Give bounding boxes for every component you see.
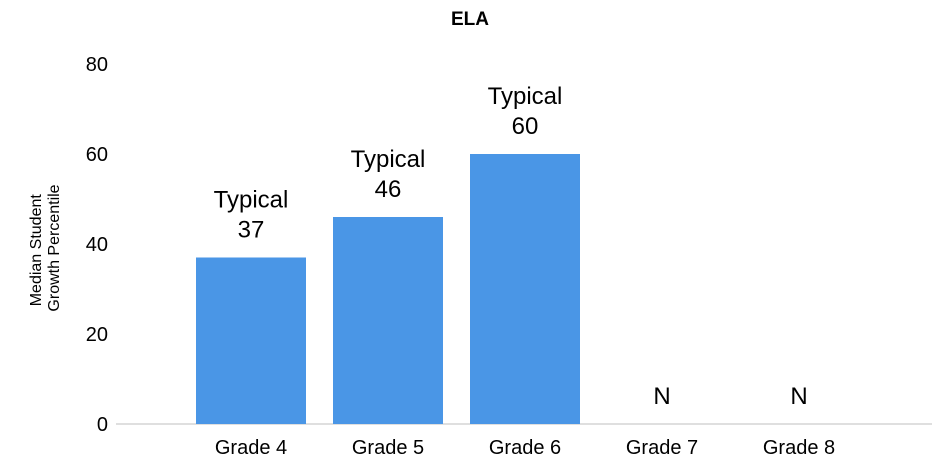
data-label-1-0: Typical	[351, 146, 426, 173]
data-label-4-0: N	[790, 383, 807, 410]
chart-title: ELA	[451, 9, 489, 30]
bar-labels: Typical 37 Typical 46 Typical 60 N N	[214, 83, 808, 410]
bar-grade-4	[196, 257, 306, 424]
data-label-0-1: 37	[238, 217, 265, 244]
y-axis-label-line-1: Median Student	[28, 194, 45, 307]
y-tick-label-1: 20	[86, 324, 108, 346]
y-ticks: 0 20 40 60 80	[86, 54, 108, 436]
data-label-1-1: 46	[375, 176, 402, 203]
x-tick-label-4: Grade 8	[763, 437, 835, 459]
bar-grade-5	[333, 217, 443, 424]
y-tick-label-4: 80	[86, 54, 108, 76]
y-tick-label-3: 60	[86, 144, 108, 166]
bars	[196, 154, 580, 424]
bar-grade-6	[470, 154, 580, 424]
y-tick-label-0: 0	[97, 414, 108, 436]
x-ticks: Grade 4 Grade 5 Grade 6 Grade 7 Grade 8	[215, 437, 835, 459]
data-label-2-1: 60	[512, 113, 539, 140]
y-axis-label-line-2: Growth Percentile	[46, 184, 63, 311]
x-tick-label-3: Grade 7	[626, 437, 698, 459]
data-label-0-0: Typical	[214, 187, 289, 214]
x-tick-label-1: Grade 5	[352, 437, 424, 459]
x-tick-label-2: Grade 6	[489, 437, 561, 459]
y-axis-label: Median Student Growth Percentile	[28, 184, 63, 311]
data-label-2-0: Typical	[488, 83, 563, 110]
data-label-3-0: N	[653, 383, 670, 410]
x-tick-label-0: Grade 4	[215, 437, 287, 459]
y-tick-label-2: 40	[86, 234, 108, 256]
